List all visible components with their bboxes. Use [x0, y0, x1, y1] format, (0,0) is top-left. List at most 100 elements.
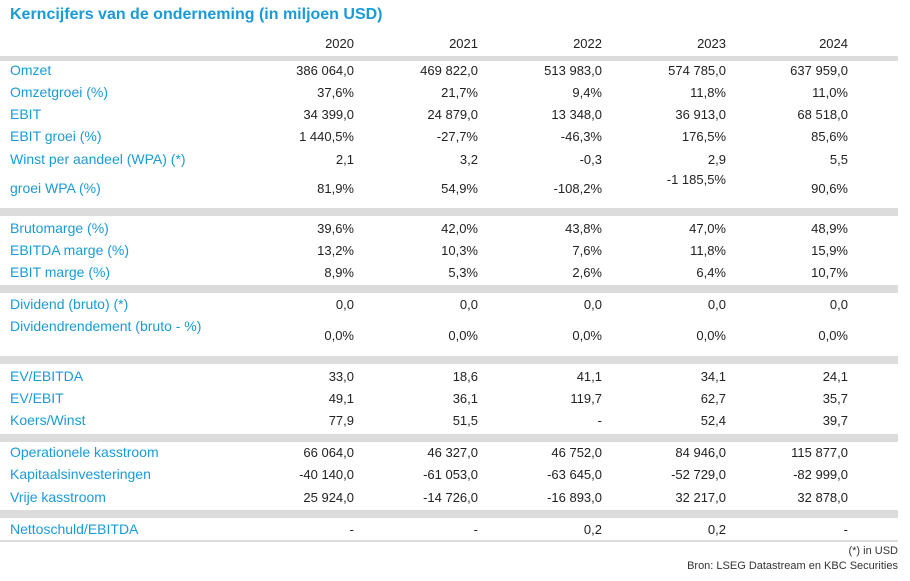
cell-value: 0,0: [335, 297, 354, 312]
cell-value: 6,4%: [696, 265, 726, 280]
cell-value: -108,2%: [553, 181, 602, 196]
cell-value: 2,6%: [572, 265, 602, 280]
row-label: EV/EBIT: [10, 390, 64, 406]
cell-value: 36 913,0: [675, 107, 726, 122]
cell-value: -0,3: [579, 152, 602, 167]
cell-value: 51,5: [452, 413, 478, 428]
cell-value: 32 217,0: [675, 490, 726, 505]
cell-value: -52 729,0: [671, 467, 726, 482]
header-divider: [0, 56, 898, 61]
row-label: Dividend (bruto) (*): [10, 296, 129, 312]
cell-value: 13,2%: [317, 243, 354, 258]
cell-value: 8,9%: [324, 265, 354, 280]
year-header-row: 2020 2021 2022 2023 2024: [0, 36, 898, 56]
cell-value: 68 518,0: [797, 107, 848, 122]
row-label: EV/EBITDA: [10, 368, 84, 384]
cell-value: 66 064,0: [303, 445, 354, 460]
cell-value: 46 752,0: [551, 445, 602, 460]
cell-value: 0,0%: [572, 328, 602, 343]
cell-value: -40 140,0: [299, 467, 354, 482]
row-label: Nettoschuld/EBITDA: [10, 521, 139, 537]
cell-value: 39,7: [822, 413, 848, 428]
cell-value: 21,7%: [441, 85, 478, 100]
cell-value: -61 053,0: [423, 467, 478, 482]
cell-value: -16 893,0: [547, 490, 602, 505]
cell-value: 33,0: [328, 369, 354, 384]
cell-value: 11,8%: [690, 243, 726, 258]
row-label: groei WPA (%): [10, 180, 101, 196]
cell-value: 574 785,0: [668, 63, 726, 78]
cell-value: 0,0%: [324, 328, 354, 343]
group-separator: [0, 285, 898, 293]
cell-value: 115 877,0: [791, 445, 848, 460]
cell-value: 1 440,5%: [299, 129, 354, 144]
cell-value: 36,1: [452, 391, 478, 406]
cell-value: 84 946,0: [675, 445, 726, 460]
cell-value: -: [843, 522, 848, 537]
cell-value: 0,0%: [448, 328, 478, 343]
cell-value: 2,9: [707, 152, 726, 167]
page-title: Kerncijfers van de onderneming (in miljo…: [10, 6, 383, 23]
cell-value: 85,6%: [811, 129, 848, 144]
cell-value: 62,7: [700, 391, 726, 406]
footer-divider: [0, 540, 898, 542]
row-label: EBIT: [10, 106, 42, 122]
cell-value: 46 327,0: [427, 445, 478, 460]
cell-value: 3,2: [459, 152, 478, 167]
cell-value: 10,7%: [811, 265, 848, 280]
cell-value: 0,0%: [696, 328, 726, 343]
cell-value: 513 983,0: [544, 63, 602, 78]
row-label: Omzetgroei (%): [10, 84, 109, 100]
cell-value: 0,0: [707, 297, 726, 312]
year-header: 2020: [325, 36, 354, 51]
row-label: Operationele kasstroom: [10, 444, 159, 460]
cell-value: 469 822,0: [420, 63, 478, 78]
row-label: Koers/Winst: [10, 412, 86, 428]
cell-value: 37,6%: [317, 85, 354, 100]
cell-value: 34 399,0: [303, 107, 354, 122]
row-label: Kapitaalsinvesteringen: [10, 466, 151, 482]
cell-value: 49,1: [328, 391, 354, 406]
group-separator: [0, 356, 898, 364]
cell-value: 15,9%: [811, 243, 848, 258]
row-label: Winst per aandeel (WPA) (*): [10, 151, 186, 167]
cell-value: 42,0%: [441, 221, 478, 236]
cell-value: 10,3%: [441, 243, 478, 258]
row-label: EBITDA marge (%): [10, 242, 130, 258]
cell-value: 35,7: [822, 391, 848, 406]
row-label: Vrije kasstroom: [10, 489, 106, 505]
source-footnote: Bron: LSEG Datastream en KBC Securities: [687, 560, 898, 572]
cell-value: 0,2: [707, 522, 726, 537]
cell-value: 41,1: [576, 369, 602, 384]
cell-value: 2,1: [335, 152, 354, 167]
cell-value: 48,9%: [811, 221, 848, 236]
currency-footnote: (*) in USD: [848, 545, 898, 557]
cell-value: 11,8%: [690, 85, 726, 100]
cell-value: 90,6%: [811, 181, 848, 196]
cell-value: 9,4%: [572, 85, 602, 100]
year-header: 2024: [819, 36, 848, 51]
cell-value: 43,8%: [565, 221, 602, 236]
cell-value: 13 348,0: [551, 107, 602, 122]
cell-value: 52,4: [700, 413, 726, 428]
cell-value: -14 726,0: [423, 490, 478, 505]
cell-value: 81,9%: [317, 181, 354, 196]
cell-value: 34,1: [700, 369, 726, 384]
row-label: EBIT marge (%): [10, 264, 111, 280]
cell-value: 0,2: [583, 522, 602, 537]
cell-value: 386 064,0: [296, 63, 354, 78]
cell-value: 25 924,0: [303, 490, 354, 505]
cell-value: 47,0%: [689, 221, 726, 236]
cell-value: -46,3%: [560, 129, 602, 144]
cell-value: -: [349, 522, 354, 537]
group-separator: [0, 208, 898, 216]
cell-value: 0,0: [583, 297, 602, 312]
cell-value: -: [597, 413, 602, 428]
cell-value: 24,1: [822, 369, 848, 384]
cell-value: 0,0%: [818, 328, 848, 343]
cell-value: 7,6%: [572, 243, 602, 258]
year-header: 2022: [573, 36, 602, 51]
cell-value: 119,7: [570, 391, 602, 406]
cell-value: -27,7%: [436, 129, 478, 144]
cell-value: 176,5%: [681, 129, 726, 144]
